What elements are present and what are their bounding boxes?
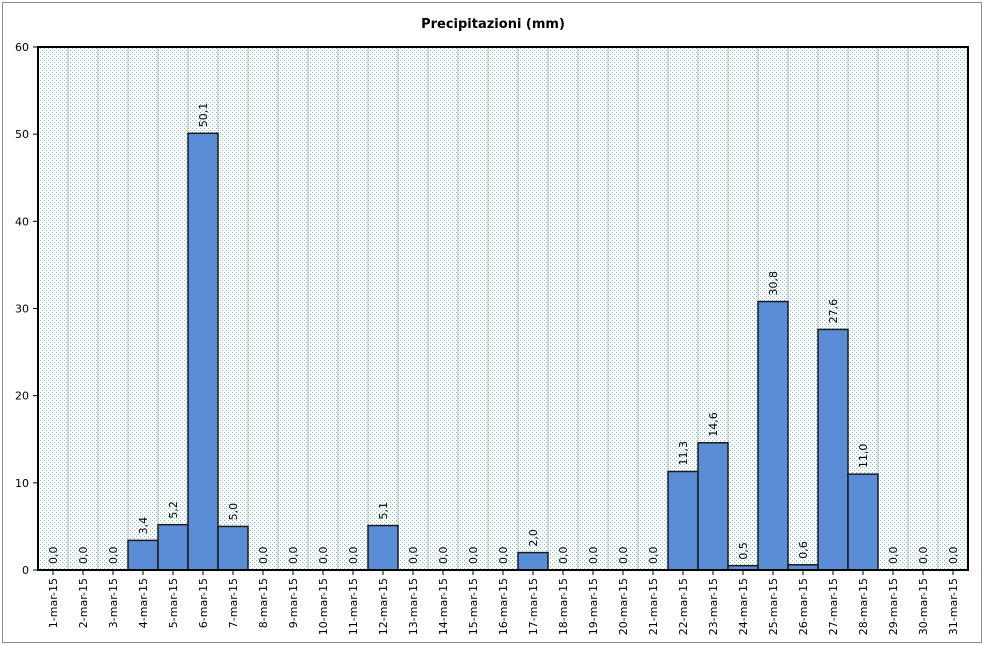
data-label: 5,0 [227, 503, 240, 521]
bar [187, 132, 219, 571]
x-tick-label: 30-mar-15 [917, 578, 930, 635]
y-tick-label: 20 [15, 390, 29, 403]
x-tick-label: 24-mar-15 [737, 578, 750, 635]
data-label: 5,1 [377, 502, 390, 520]
y-tick-label: 40 [15, 215, 29, 228]
data-label: 27,6 [827, 299, 840, 324]
bar [667, 470, 699, 571]
chart-title: Precipitazioni (mm) [421, 17, 565, 32]
data-label: 0,0 [587, 547, 600, 565]
y-axis: 0 10 20 30 40 50 60 [15, 41, 38, 577]
x-tick-label: 8-mar-15 [257, 578, 270, 628]
data-label: 0,0 [917, 547, 930, 565]
x-tick-label: 21-mar-15 [647, 578, 660, 635]
x-tick-label: 25-mar-15 [767, 578, 780, 635]
data-label: 0,0 [497, 547, 510, 565]
x-tick-label: 14-mar-15 [437, 578, 450, 635]
x-tick-label: 7-mar-15 [227, 578, 240, 628]
bar [757, 300, 789, 571]
data-label: 2,0 [527, 529, 540, 547]
x-tick-label: 15-mar-15 [467, 578, 480, 635]
bar [367, 524, 399, 571]
bar [157, 523, 189, 571]
data-label: 0,0 [647, 547, 660, 565]
y-tick-label: 60 [15, 41, 29, 54]
x-tick-label: 28-mar-15 [857, 578, 870, 635]
data-label: 0,0 [77, 547, 90, 565]
x-tick-label: 17-mar-15 [527, 578, 540, 635]
x-tick-label: 16-mar-15 [497, 578, 510, 635]
y-tick-label: 50 [15, 128, 29, 141]
x-tick-label: 27-mar-15 [827, 578, 840, 635]
data-label: 14,6 [707, 412, 720, 437]
data-label: 0,6 [797, 541, 810, 559]
x-tick-label: 23-mar-15 [707, 578, 720, 635]
x-tick-label: 10-mar-15 [317, 578, 330, 635]
x-tick-label: 12-mar-15 [377, 578, 390, 635]
x-tick-label: 4-mar-15 [137, 578, 150, 628]
data-label: 0,0 [287, 547, 300, 565]
x-tick-label: 13-mar-15 [407, 578, 420, 635]
data-label: 3,4 [137, 517, 150, 535]
x-tick-label: 11-mar-15 [347, 578, 360, 635]
bar [127, 539, 159, 571]
bar [817, 328, 849, 571]
data-label: 0,0 [557, 547, 570, 565]
x-tick-label: 26-mar-15 [797, 578, 810, 635]
data-label: 5,2 [167, 501, 180, 519]
y-tick-label: 30 [15, 303, 29, 316]
data-label: 0,0 [257, 547, 270, 565]
x-tick-label: 29-mar-15 [887, 578, 900, 635]
data-label: 0,5 [737, 542, 750, 560]
data-label: 0,0 [407, 547, 420, 565]
x-tick-label: 19-mar-15 [587, 578, 600, 635]
data-label: 0,0 [617, 547, 630, 565]
x-tick-label: 20-mar-15 [617, 578, 630, 635]
data-labels: 0,0 0,0 0,0 3,4 5,2 50,1 5,0 0,0 0,0 0,0 0,0 5,1 0,0… [47, 103, 960, 564]
x-tick-label: 2-mar-15 [77, 578, 90, 628]
data-label: 0,0 [887, 547, 900, 565]
x-tick-label: 5-mar-15 [167, 578, 180, 628]
x-tick-label: 22-mar-15 [677, 578, 690, 635]
x-tick-label: 18-mar-15 [557, 578, 570, 635]
data-label: 0,0 [467, 547, 480, 565]
data-label: 0,0 [947, 547, 960, 565]
data-label: 11,3 [677, 441, 690, 466]
x-axis: 1-mar-15 2-mar-15 3-mar-15 4-mar-15 5-mar-15… [47, 570, 960, 635]
x-tick-label: 31-mar-15 [947, 578, 960, 635]
data-label: 11,0 [857, 444, 870, 469]
data-label: 50,1 [197, 103, 210, 128]
data-label: 0,0 [347, 547, 360, 565]
bars [127, 132, 879, 571]
x-tick-label: 1-mar-15 [47, 578, 60, 628]
x-tick-label: 9-mar-15 [287, 578, 300, 628]
data-label: 30,8 [767, 271, 780, 296]
data-label: 0,0 [317, 547, 330, 565]
bar [517, 551, 549, 571]
bar [847, 473, 879, 571]
data-label: 0,0 [437, 547, 450, 565]
bar [697, 441, 729, 571]
bar [217, 525, 249, 571]
y-tick-label: 0 [22, 564, 29, 577]
x-tick-label: 6-mar-15 [197, 578, 210, 628]
data-label: 0,0 [47, 547, 60, 565]
y-tick-label: 10 [15, 477, 29, 490]
x-tick-label: 3-mar-15 [107, 578, 120, 628]
data-label: 0,0 [107, 547, 120, 565]
